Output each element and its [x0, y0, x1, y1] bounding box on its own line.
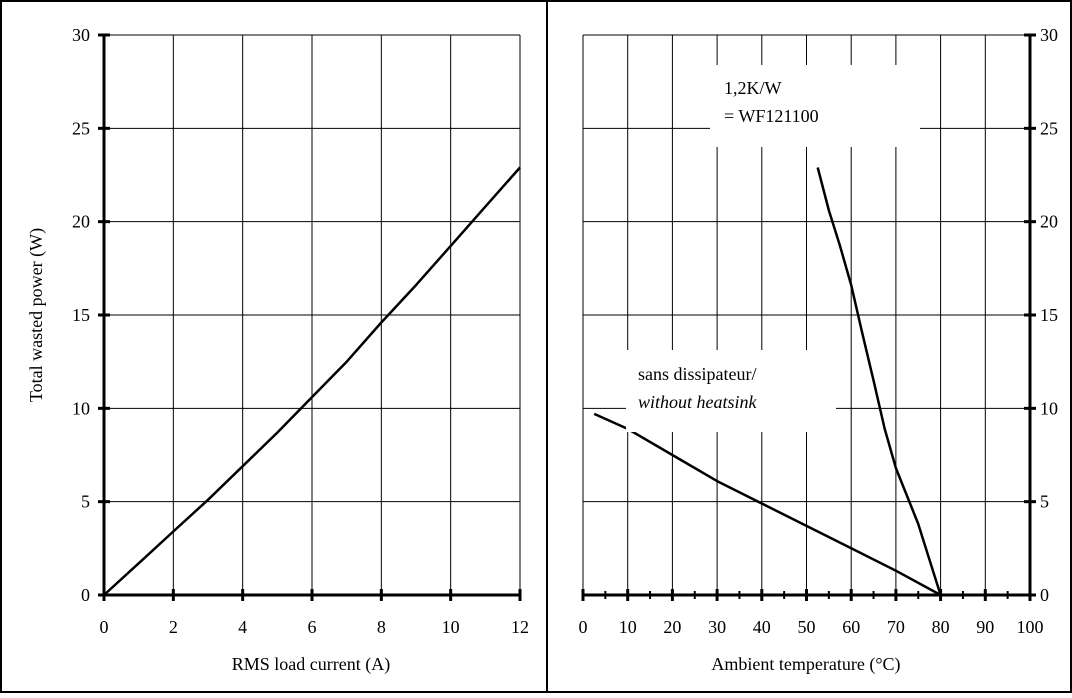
right-series [593, 167, 942, 597]
y-tick-label: 15 [72, 305, 90, 325]
x-tick-label: 10 [442, 617, 460, 637]
heatsink-annotation-line2: = WF121100 [724, 106, 819, 126]
y-tick-label: 25 [1040, 118, 1058, 138]
x-tick-label: 0 [100, 617, 109, 637]
y-tick-label: 5 [81, 492, 90, 512]
x-tick-label: 80 [932, 617, 950, 637]
y-tick-label: 15 [1040, 305, 1058, 325]
x-tick-label: 4 [238, 617, 247, 637]
y-tick-label: 0 [81, 585, 90, 605]
x-tick-label: 0 [579, 617, 588, 637]
right-y-tick-labels: 0 5 10 15 20 25 30 [1040, 25, 1058, 605]
left-x-axis-title: RMS load current (A) [232, 654, 390, 675]
y-tick-label: 25 [72, 118, 90, 138]
y-tick-label: 20 [72, 212, 90, 232]
y-tick-label: 10 [72, 398, 90, 418]
right-chart-panel: 0 10 20 30 40 50 60 70 80 90 100 0 5 10 15 20 25 30 Ambi… [579, 25, 1059, 675]
heatsink-annotation-box [710, 65, 920, 147]
y-tick-label: 10 [1040, 398, 1058, 418]
x-tick-label: 50 [798, 617, 816, 637]
left-chart-panel: 0 2 4 6 8 10 12 0 5 10 15 20 25 30 RMS load current … [26, 25, 529, 675]
left-x-tick-labels: 0 2 4 6 8 10 12 [100, 617, 530, 637]
right-tick-marks [581, 33, 1036, 601]
left-y-tick-labels: 0 5 10 15 20 25 30 [72, 25, 90, 605]
y-tick-label: 0 [1040, 585, 1049, 605]
x-tick-label: 40 [753, 617, 771, 637]
left-series [103, 166, 521, 596]
y-tick-label: 5 [1040, 492, 1049, 512]
right-x-tick-labels: 0 10 20 30 40 50 60 70 80 90 100 [579, 617, 1044, 637]
series-line-1 [103, 166, 521, 596]
x-tick-label: 12 [511, 617, 529, 637]
series-line-2 [593, 412, 942, 597]
y-tick-label: 30 [1040, 25, 1058, 45]
x-tick-label: 6 [308, 617, 317, 637]
y-tick-label: 20 [1040, 212, 1058, 232]
no-heatsink-annotation-line2: without heatsink [638, 392, 758, 412]
x-tick-label: 100 [1017, 617, 1044, 637]
no-heatsink-annotation-line1: sans dissipateur/ [638, 364, 757, 384]
y-tick-label: 30 [72, 25, 90, 45]
series-line-1 [816, 167, 942, 596]
x-tick-label: 70 [887, 617, 905, 637]
x-tick-label: 90 [976, 617, 994, 637]
x-tick-label: 10 [619, 617, 637, 637]
right-x-axis-title: Ambient temperature (°C) [711, 654, 900, 675]
x-tick-label: 20 [663, 617, 681, 637]
left-y-axis-title: Total wasted power (W) [26, 228, 47, 402]
x-tick-label: 60 [842, 617, 860, 637]
x-tick-label: 8 [377, 617, 386, 637]
x-tick-label: 30 [708, 617, 726, 637]
left-tick-marks [98, 33, 522, 601]
x-tick-label: 2 [169, 617, 178, 637]
no-heatsink-annotation-box [626, 350, 836, 432]
heatsink-annotation-line1: 1,2K/W [724, 78, 782, 98]
